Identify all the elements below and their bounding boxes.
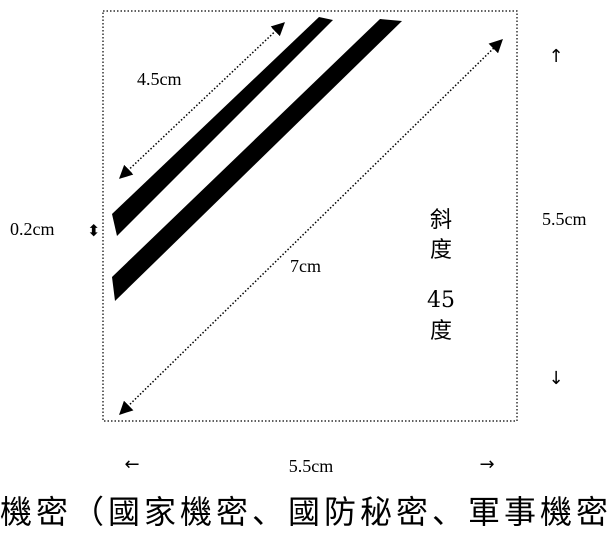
- slope-char-1: 斜: [430, 208, 452, 233]
- stripe-1: [112, 17, 333, 236]
- footer-text: 機密（國家機密、國防秘密、軍事機密: [0, 493, 611, 531]
- up-arrow-icon: ↑: [548, 46, 563, 67]
- stripe-width-label: 0.2cm: [10, 219, 55, 239]
- diagonal-arrow: [119, 39, 503, 415]
- stripe-length-label: 4.5cm: [137, 69, 182, 89]
- slope-number: 45: [427, 288, 455, 313]
- right-arrow-icon: →: [479, 454, 494, 475]
- left-arrow-icon: ←: [124, 454, 139, 475]
- slope-char-2: 度: [430, 238, 452, 263]
- width-label: 5.5cm: [289, 456, 334, 476]
- down-arrow-icon: ↓: [548, 368, 563, 389]
- square-frame: [102, 10, 518, 422]
- stripe-2: [112, 19, 402, 301]
- updown-arrow-icon: ⬍: [87, 221, 100, 240]
- diagonal-label: 7cm: [290, 256, 321, 276]
- height-label: 5.5cm: [542, 209, 587, 229]
- slope-char-4: 度: [430, 319, 452, 344]
